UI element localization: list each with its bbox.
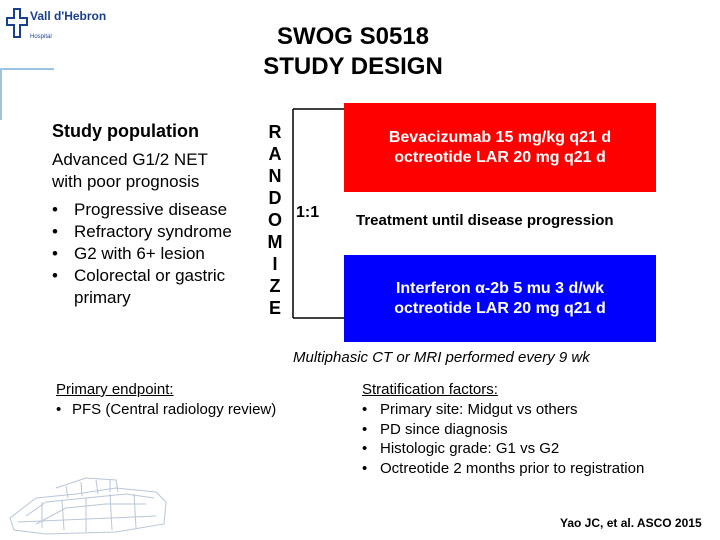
randomize-letter: N <box>268 166 282 186</box>
stratification-text: Primary site: Midgut vs others <box>380 401 578 418</box>
criterion-text-continued: primary <box>74 288 131 307</box>
population-criteria-list: Progressive disease Refractory syndrome … <box>52 199 232 309</box>
list-item: PD since diagnosis <box>362 420 644 440</box>
arm-b-line-1: Interferon α-2b 5 mu 3 d/wk <box>395 279 605 297</box>
stratification-list: Primary site: Midgut vs others PD since … <box>362 400 644 478</box>
logo-subtitle: Hospital <box>30 34 52 40</box>
stratification-text: Octreotide 2 months prior to registratio… <box>380 459 645 477</box>
randomize-letter: M <box>267 232 283 252</box>
stratification-heading: Stratification factors: <box>362 381 498 398</box>
arm-a-line-2: octreotide LAR 20 mg q21 d <box>394 148 606 166</box>
endpoint-text: PFS (Central radiology review) <box>72 401 277 418</box>
population-desc-line-1: Advanced G1/2 NET <box>52 150 208 169</box>
list-item: Progressive disease <box>52 199 232 221</box>
randomize-letter: O <box>267 210 282 230</box>
list-item: Primary site: Midgut vs others <box>362 400 644 420</box>
treatment-arm-b: Interferon α-2b 5 mu 3 d/wk octreotide L… <box>344 255 656 342</box>
arm-a-line-1: Bevacizumab 15 mg/kg q21 d <box>388 128 612 146</box>
list-item: G2 with 6+ lesion <box>52 243 232 265</box>
randomize-letter: Z <box>269 276 281 296</box>
title-line-2: STUDY DESIGN <box>263 53 443 80</box>
list-item: Histologic grade: G1 vs G2 <box>362 439 644 459</box>
stratification-text: Histologic grade: G1 vs G2 <box>380 440 560 457</box>
criterion-text: Colorectal or gastric <box>74 266 226 285</box>
endpoint-list: PFS (Central radiology review) <box>56 400 276 420</box>
randomize-letter: D <box>268 188 282 208</box>
list-item: Refractory syndrome <box>52 221 232 243</box>
decorative-line-vertical <box>0 68 2 120</box>
criterion-text: G2 with 6+ lesion <box>74 244 205 263</box>
randomize-letter: A <box>268 144 282 164</box>
endpoint-heading: Primary endpoint: <box>56 381 174 398</box>
criterion-text: Refractory syndrome <box>74 222 232 241</box>
population-desc-line-2: with poor prognosis <box>52 172 200 191</box>
list-item: Octreotide 2 months prior to registratio… <box>362 459 644 479</box>
imaging-note: Multiphasic CT or MRI performed every 9 … <box>293 349 590 366</box>
hospital-logo-icon <box>6 8 28 38</box>
randomization-ratio: 1:1 <box>296 204 320 221</box>
arm-b-line-2: octreotide LAR 20 mg q21 d <box>394 299 606 317</box>
population-heading: Study population <box>52 121 199 141</box>
randomize-label: R A N D O M I Z E <box>264 121 286 319</box>
list-item: PFS (Central radiology review) <box>56 400 276 420</box>
list-item: Colorectal or gastric primary <box>52 265 232 309</box>
hospital-building-illustration <box>9 477 167 535</box>
stratification-text: PD since diagnosis <box>380 420 508 438</box>
treatment-note: Treatment until disease progression <box>356 212 614 229</box>
randomize-letter: E <box>268 298 281 318</box>
criterion-text: Progressive disease <box>74 200 228 219</box>
citation: Yao JC, et al. ASCO 2015 <box>560 516 702 530</box>
randomize-letter: R <box>268 122 282 142</box>
page-title: SWOG S0518 STUDY DESIGN <box>200 22 506 82</box>
logo-name: Vall d'Hebron <box>30 9 107 23</box>
decorative-line <box>0 68 54 70</box>
randomize-letter: I <box>272 254 278 274</box>
treatment-arm-a: Bevacizumab 15 mg/kg q21 d octreotide LA… <box>344 103 656 192</box>
title-line-1: SWOG S0518 <box>276 23 430 50</box>
arm-connector-lines <box>292 108 344 319</box>
population-description: Advanced G1/2 NET with poor prognosis <box>52 149 252 193</box>
